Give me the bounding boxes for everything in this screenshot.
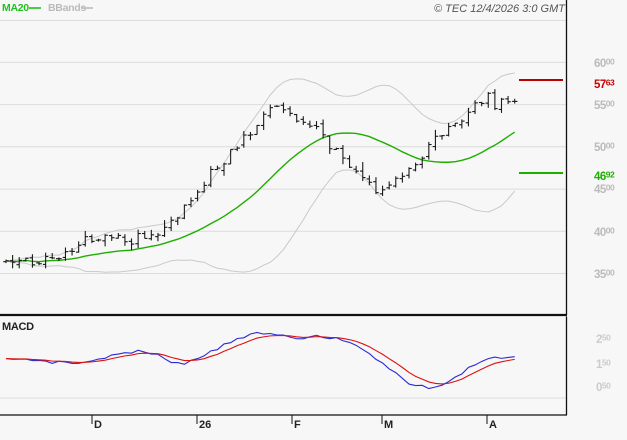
svg-text:D: D [94, 419, 102, 431]
svg-text:© TEC 12/4/2026 3:0 GMT: © TEC 12/4/2026 3:0 GMT [434, 3, 566, 15]
svg-text:MACD: MACD [2, 321, 34, 333]
svg-text:A: A [489, 419, 497, 431]
svg-text:26: 26 [199, 419, 211, 431]
svg-text:F: F [294, 419, 301, 431]
svg-text:M: M [384, 419, 393, 431]
svg-text:MA20: MA20 [2, 2, 29, 14]
svg-text:BBands: BBands [48, 2, 86, 14]
